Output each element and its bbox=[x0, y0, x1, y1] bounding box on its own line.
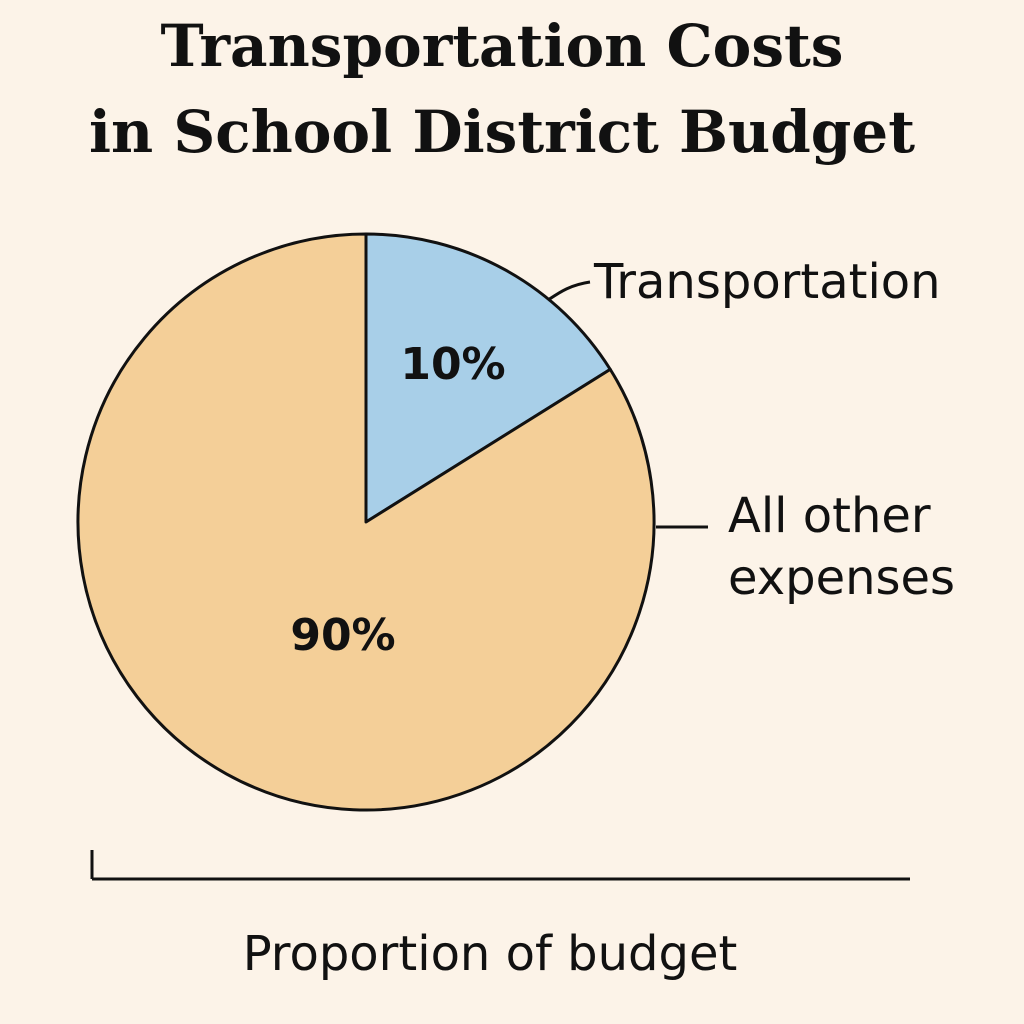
pie-slice-other-expenses bbox=[76, 232, 656, 812]
pie-slices bbox=[76, 232, 656, 812]
callout-leader-transportation bbox=[547, 280, 591, 302]
pie-callouts: Transportation All other expenses bbox=[547, 254, 955, 606]
x-axis-label: Proportion of budget bbox=[243, 926, 738, 982]
pie-slice-transportation bbox=[364, 232, 612, 524]
pie-value-label-transportation: 10% bbox=[400, 339, 505, 390]
chart-title-line-1: Transportation Costs bbox=[161, 12, 844, 80]
callout-label-transportation-line-1: Transportation bbox=[593, 254, 941, 310]
chart-title-line-2: in School District Budget bbox=[89, 98, 915, 166]
callout-label-other-expenses-line-1: All other bbox=[728, 488, 931, 544]
pie-value-label-other-expenses: 90% bbox=[290, 610, 395, 661]
pie-value-labels: 10% 90% bbox=[290, 339, 505, 661]
callout-label-other-expenses-line-2: expenses bbox=[728, 550, 955, 606]
